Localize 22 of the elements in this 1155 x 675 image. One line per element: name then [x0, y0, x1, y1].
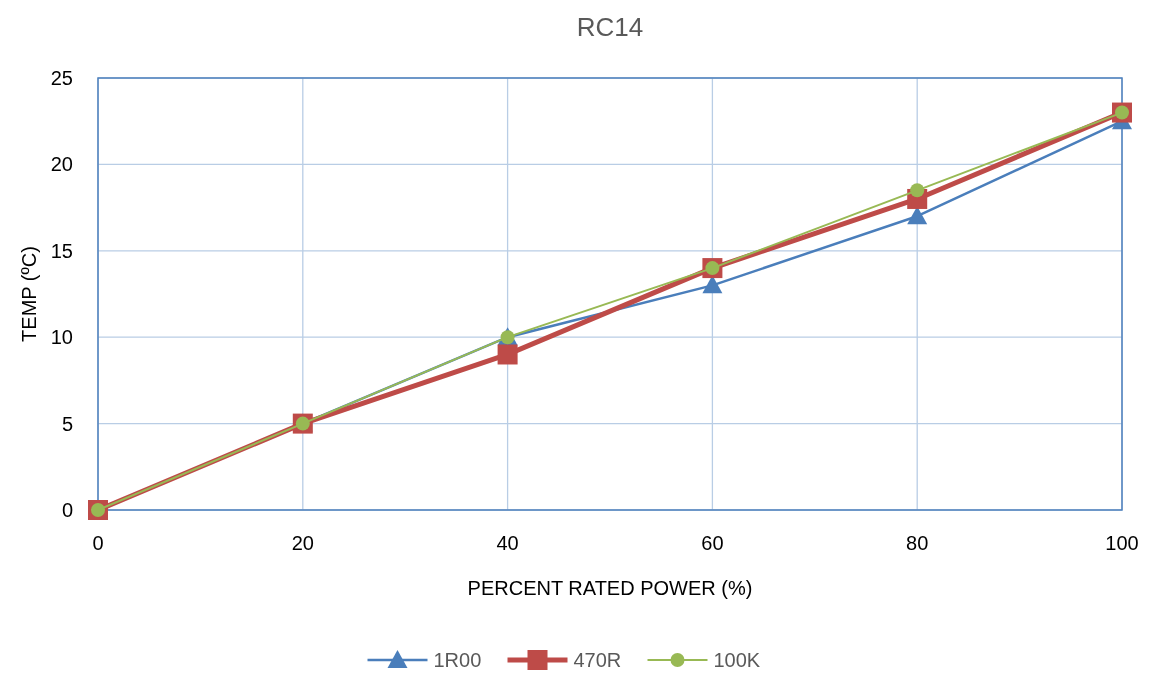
chart-title: RC14: [576, 12, 644, 42]
x-tick-label: 60: [701, 532, 724, 554]
y-tick-label: 25: [50, 67, 73, 89]
x-tick-label: 40: [496, 532, 519, 554]
x-tick-label: 100: [1105, 532, 1139, 554]
legend-label: 1R00: [433, 649, 482, 671]
y-axis-title: TEMP (ºC): [18, 246, 40, 342]
legend-label: 100K: [713, 649, 761, 671]
x-tick-label: 80: [906, 532, 929, 554]
y-tick-label: 15: [50, 239, 73, 262]
point: [497, 344, 518, 365]
x-axis-title: PERCENT RATED POWER (%): [467, 577, 753, 599]
y-tick-label: 20: [50, 153, 73, 176]
y-tick-label: 5: [61, 412, 73, 435]
point: [910, 183, 925, 198]
point: [907, 206, 928, 225]
legend-label: 470R: [573, 649, 622, 671]
x-tick-label: 0: [92, 532, 104, 554]
x-tick-label: 20: [291, 532, 314, 554]
y-tick-label: 0: [61, 499, 73, 521]
point: [702, 275, 723, 294]
y-tick-label: 10: [50, 326, 73, 349]
